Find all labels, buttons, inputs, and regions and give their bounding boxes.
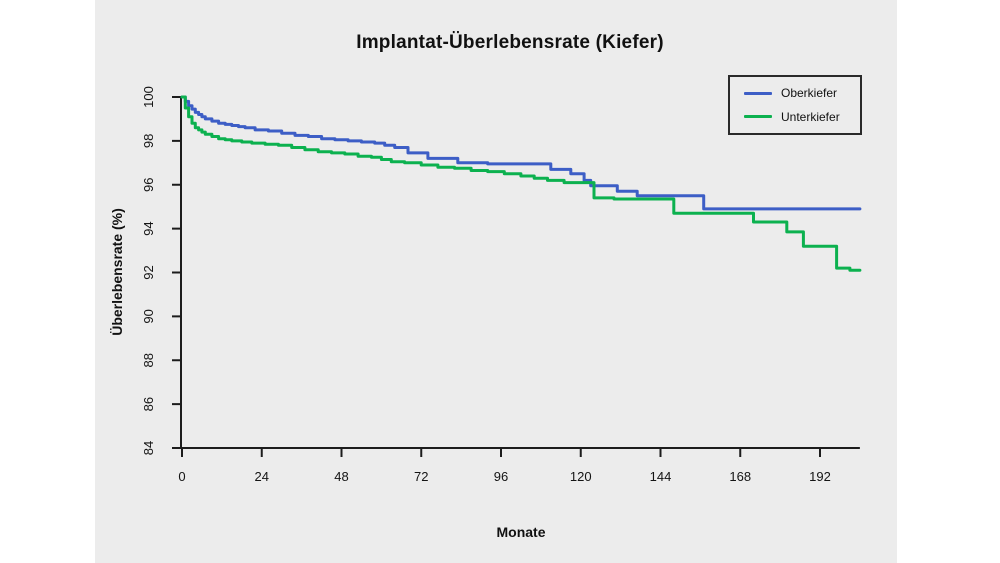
y-tick-label: 98 — [141, 134, 156, 148]
series-line-unterkiefer — [180, 95, 862, 272]
y-tick-label: 92 — [141, 265, 156, 279]
legend-box: Oberkiefer Unterkiefer — [728, 75, 862, 135]
legend-label-oberkiefer: Oberkiefer — [781, 86, 838, 101]
x-tick-label: 96 — [494, 469, 508, 484]
y-tick-label: 100 — [141, 86, 156, 108]
chart-title: Implantat-Überlebensrate (Kiefer) — [356, 32, 664, 53]
x-tick-label: 192 — [809, 469, 831, 484]
y-tick-label: 86 — [141, 397, 156, 411]
y-tick-label: 84 — [141, 441, 156, 455]
y-tick-label: 94 — [141, 221, 156, 235]
legend-item-unterkiefer: Unterkiefer — [744, 110, 860, 124]
legend-label-unterkiefer: Unterkiefer — [781, 109, 840, 124]
x-tick-label: 48 — [334, 469, 348, 484]
y-tick-label: 96 — [141, 178, 156, 192]
x-tick-label: 0 — [178, 469, 185, 484]
unterkiefer-line-swatch — [744, 115, 772, 119]
x-tick-label: 72 — [414, 469, 428, 484]
y-tick-label: 90 — [141, 309, 156, 323]
oberkiefer-line-swatch — [744, 91, 772, 95]
y-axis-label-text: Überlebensrate (%) — [109, 208, 125, 336]
x-tick-label: 144 — [650, 469, 672, 484]
y-tick-label: 88 — [141, 353, 156, 367]
series-line-oberkiefer — [180, 95, 862, 211]
x-axis-label: Monate — [496, 524, 546, 540]
x-tick-label: 120 — [570, 469, 592, 484]
legend-item-oberkiefer: Oberkiefer — [744, 86, 860, 100]
x-tick-label: 168 — [729, 469, 751, 484]
x-tick-label: 24 — [255, 469, 269, 484]
